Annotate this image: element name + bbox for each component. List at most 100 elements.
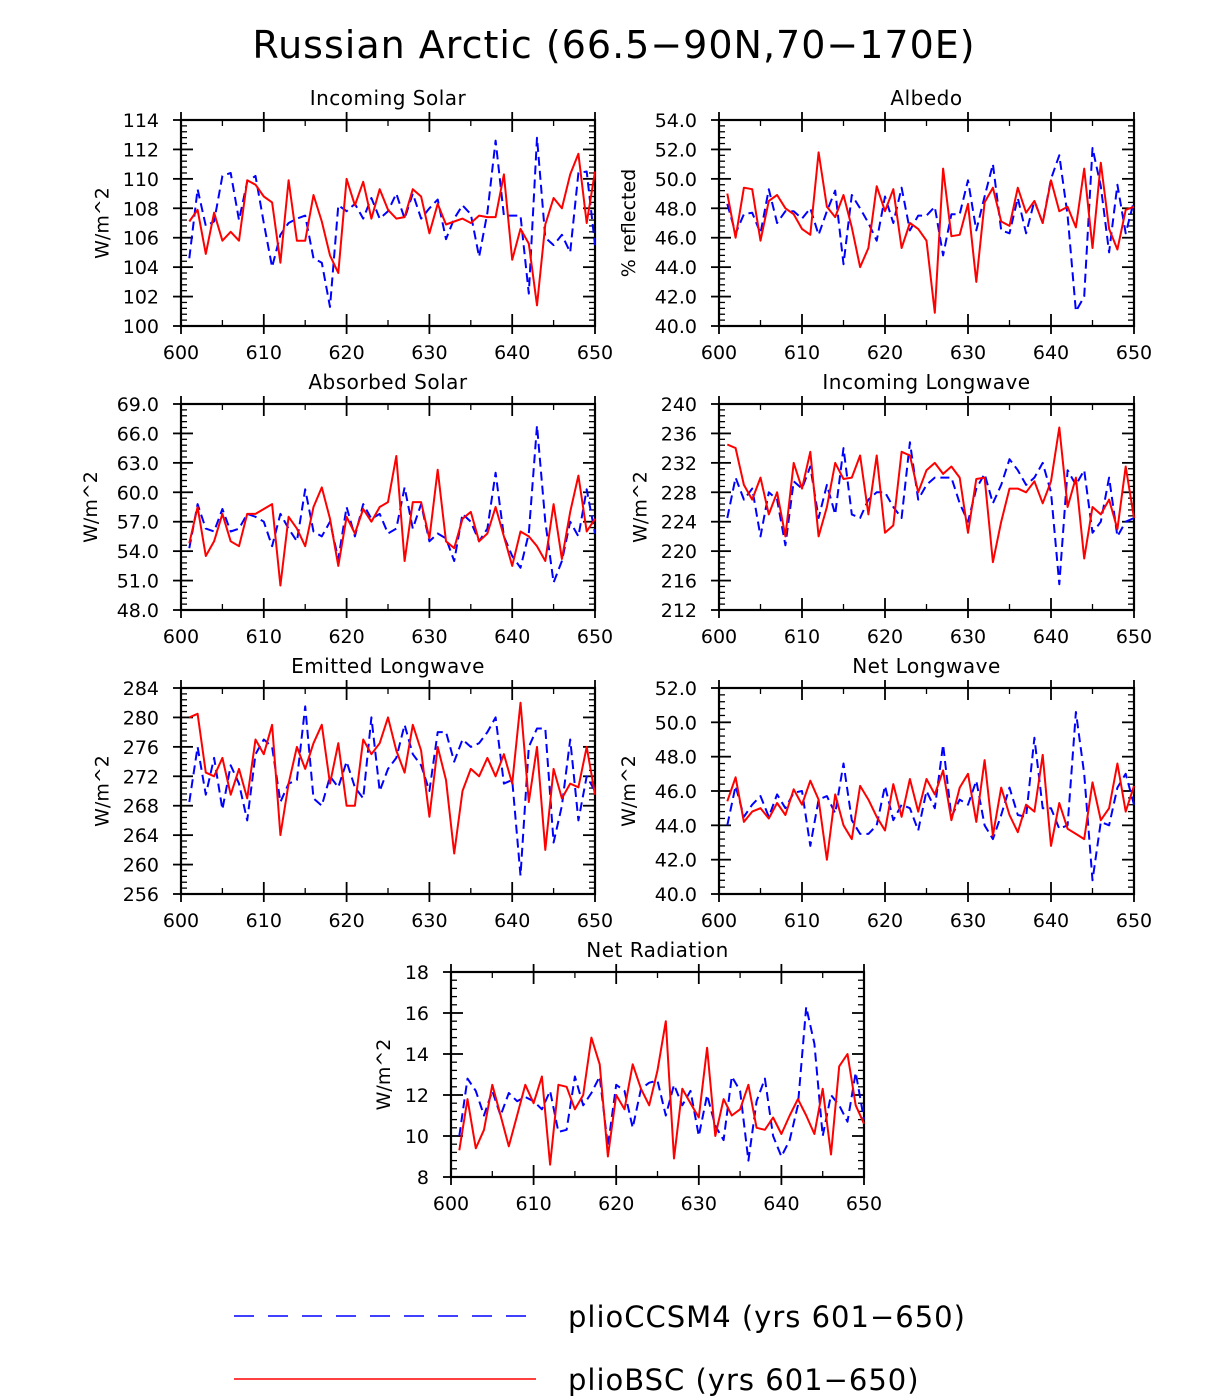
- x-tick-label: 650: [1116, 910, 1152, 932]
- legend-ccsm4-label: plioCCSM4 (yrs 601−650): [568, 1300, 966, 1334]
- y-tick-label: 12: [405, 1085, 429, 1107]
- x-tick-label: 600: [701, 910, 737, 932]
- x-tick-label: 640: [494, 910, 530, 932]
- x-tick-label: 610: [784, 910, 820, 932]
- x-tick-label: 640: [1033, 910, 1069, 932]
- x-tick-label: 600: [163, 626, 199, 648]
- y-tick-label: 284: [123, 678, 159, 700]
- series-line-ccsm4: [726, 147, 1135, 313]
- y-tick-label: 60.0: [117, 482, 159, 504]
- y-tick-label: 106: [123, 228, 159, 250]
- y-tick-label: 16: [405, 1003, 429, 1025]
- panel-title: Incoming Longwave: [822, 370, 1030, 394]
- y-tick-label: 66.0: [117, 423, 159, 445]
- y-tick-label: 268: [123, 796, 159, 818]
- y-tick-label: 276: [123, 737, 159, 759]
- y-tick-label: 54.0: [117, 541, 159, 563]
- x-tick-label: 630: [411, 342, 447, 364]
- y-tick-label: 102: [123, 287, 159, 309]
- x-tick-label: 630: [411, 626, 447, 648]
- y-tick-label: 69.0: [117, 394, 159, 416]
- y-tick-label: 236: [661, 423, 697, 445]
- y-tick-label: 112: [123, 139, 159, 161]
- y-tick-label: 44.0: [655, 257, 697, 279]
- y-axis-label: W/m^2: [630, 471, 652, 543]
- y-tick-label: 48.0: [117, 600, 159, 622]
- y-tick-label: 108: [123, 198, 159, 220]
- y-tick-label: 104: [123, 257, 159, 279]
- y-tick-label: 114: [123, 110, 159, 132]
- y-tick-label: 272: [123, 766, 159, 788]
- y-axis-label: % reflected: [618, 169, 640, 277]
- y-tick-label: 40.0: [655, 316, 697, 338]
- series-line-ccsm4: [188, 424, 596, 584]
- panel-title: Incoming Solar: [310, 86, 467, 110]
- x-tick-label: 620: [328, 342, 364, 364]
- y-tick-label: 44.0: [655, 815, 697, 837]
- series-line-bsc: [188, 152, 596, 307]
- series-line-ccsm4: [188, 705, 596, 877]
- y-tick-label: 280: [123, 707, 159, 729]
- x-tick-label: 600: [701, 342, 737, 364]
- x-tick-label: 620: [328, 910, 364, 932]
- y-axis-label: W/m^2: [92, 187, 114, 259]
- panel-absorbed-solar: Absorbed Solar 48.0 51.0 54.0 57.0 60.0 63.0 66…: [80, 370, 613, 648]
- y-tick-label: 50.0: [655, 169, 697, 191]
- x-tick-label: 620: [867, 342, 903, 364]
- y-tick-label: 48.0: [655, 198, 697, 220]
- x-tick-label: 620: [867, 626, 903, 648]
- y-tick-label: 14: [405, 1044, 429, 1066]
- series-line-bsc: [188, 455, 596, 587]
- x-tick-label: 650: [1116, 342, 1152, 364]
- y-tick-label: 100: [123, 316, 159, 338]
- x-tick-label: 630: [950, 910, 986, 932]
- x-tick-label: 600: [701, 626, 737, 648]
- y-axis-label: W/m^2: [92, 755, 114, 827]
- series-line-bsc: [726, 753, 1135, 861]
- series-line-ccsm4: [188, 136, 596, 308]
- y-tick-label: 63.0: [117, 453, 159, 475]
- y-tick-label: 46.0: [655, 781, 697, 803]
- panel-title: Net Longwave: [852, 654, 1001, 678]
- y-tick-label: 52.0: [655, 678, 697, 700]
- panel-title: Emitted Longwave: [291, 654, 485, 678]
- y-tick-label: 228: [661, 482, 697, 504]
- panel-title: Absorbed Solar: [308, 370, 468, 394]
- y-axis-label: W/m^2: [80, 471, 102, 543]
- y-tick-label: 220: [661, 541, 697, 563]
- series-line-bsc: [458, 1020, 865, 1166]
- x-tick-label: 610: [246, 626, 282, 648]
- panel-albedo: Albedo 40.0 42.0 44.0 46.0 48.0 50.0 52.0 54.0 60…: [618, 86, 1152, 364]
- y-tick-label: 51.0: [117, 571, 159, 593]
- panel-title: Net Radiation: [586, 938, 729, 962]
- y-tick-label: 260: [123, 855, 159, 877]
- y-tick-label: 42.0: [655, 850, 697, 872]
- x-tick-label: 610: [784, 626, 820, 648]
- panels: Incoming Solar 100 102 104 106 108 110 112 114 60…: [80, 86, 1152, 1215]
- x-tick-label: 640: [1033, 342, 1069, 364]
- x-tick-label: 600: [163, 342, 199, 364]
- y-tick-label: 264: [123, 825, 159, 847]
- y-axis-label: W/m^2: [373, 1039, 395, 1111]
- y-tick-label: 48.0: [655, 747, 697, 769]
- y-tick-label: 8: [417, 1167, 429, 1189]
- y-tick-label: 54.0: [655, 110, 697, 132]
- x-tick-label: 650: [577, 626, 613, 648]
- panel-incoming-longwave: Incoming Longwave 212 216 220 224 228 232 236 24…: [630, 370, 1153, 648]
- y-tick-label: 18: [405, 962, 429, 984]
- x-tick-label: 620: [328, 626, 364, 648]
- y-tick-label: 40.0: [655, 884, 697, 906]
- y-tick-label: 216: [661, 571, 697, 593]
- y-tick-label: 110: [123, 169, 159, 191]
- legend-bsc-label: plioBSC (yrs 601−650): [568, 1363, 920, 1396]
- legend: plioCCSM4 (yrs 601−650) plioBSC (yrs 601…: [234, 1300, 966, 1396]
- x-tick-label: 640: [494, 626, 530, 648]
- x-tick-label: 650: [1116, 626, 1152, 648]
- panel-net-longwave: Net Longwave 40.0 42.0 44.0 46.0 48.0 50.0 52.0…: [618, 654, 1152, 932]
- x-tick-label: 640: [1033, 626, 1069, 648]
- x-tick-label: 650: [577, 910, 613, 932]
- series-line-bsc: [188, 701, 596, 855]
- y-tick-label: 212: [661, 600, 697, 622]
